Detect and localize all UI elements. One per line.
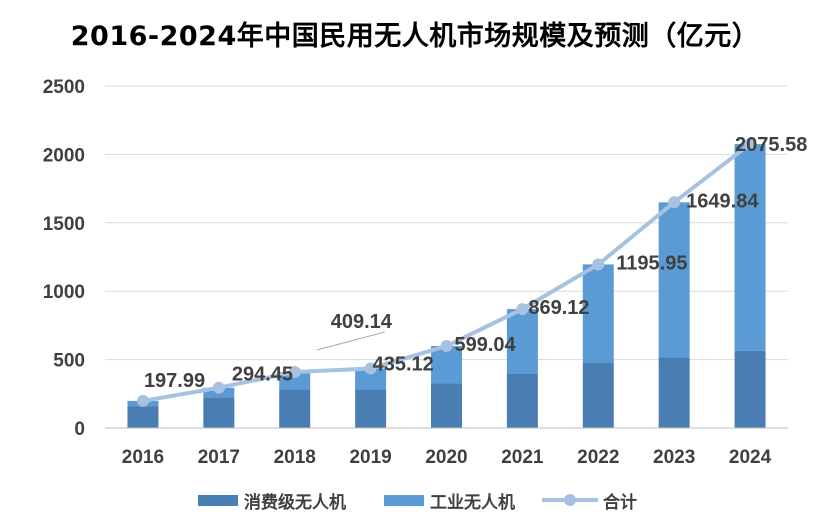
bar-consumer: [203, 397, 235, 428]
data-label: 409.14: [331, 311, 393, 333]
total-point: [288, 366, 301, 379]
data-label: 599.04: [455, 334, 517, 356]
x-tick-label: 2016: [122, 447, 164, 468]
bar-consumer: [734, 350, 766, 428]
bar-consumer: [658, 357, 690, 428]
bar-consumer: [506, 373, 538, 428]
x-tick-label: 2020: [425, 447, 467, 468]
data-label: 1649.84: [686, 190, 759, 212]
data-label: 1195.95: [616, 252, 687, 274]
total-point: [364, 362, 377, 375]
data-label: 197.99: [144, 370, 205, 392]
bar-industrial: [582, 264, 614, 364]
x-tick-label: 2018: [274, 447, 316, 468]
legend: 消费级无人机 工业无人机 合计: [198, 492, 637, 513]
legend-swatch-industrial: [384, 495, 424, 506]
total-point: [212, 381, 225, 394]
label-leader-line: [316, 331, 385, 351]
legend-swatch-consumer: [198, 495, 238, 506]
legend-swatch-total-marker: [564, 494, 576, 506]
bar-industrial: [431, 346, 462, 384]
x-tick-label: 2021: [501, 447, 544, 468]
x-axis-ticks: 2016 2017 2018 2019 2020 2021 2022 2023 2024: [122, 447, 772, 468]
total-point: [136, 394, 149, 407]
y-tick-label: 2500: [43, 77, 85, 98]
y-tick-label: 2000: [43, 145, 85, 166]
y-tick-label: 1000: [43, 282, 85, 303]
bar-industrial: [355, 368, 387, 390]
total-line: [136, 138, 757, 407]
total-point: [440, 340, 453, 353]
total-point: [744, 138, 757, 151]
x-tick-label: 2022: [577, 447, 619, 468]
data-label: 869.12: [528, 297, 589, 319]
x-tick-label: 2023: [653, 447, 695, 468]
bar-consumer: [431, 383, 462, 428]
data-label: 435.12: [373, 353, 434, 375]
data-labels: 197.99 294.45 409.14 435.12 599.04 869.12 1195…: [144, 134, 807, 392]
bar-industrial: [658, 202, 690, 358]
y-tick-label: 1500: [43, 214, 85, 235]
total-point: [516, 303, 529, 316]
y-tick-label: 0: [74, 419, 85, 440]
bar-consumer: [127, 406, 159, 428]
legend-label-consumer: 消费级无人机: [244, 492, 346, 513]
bar-industrial: [734, 144, 766, 351]
x-tick-label: 2017: [198, 447, 240, 468]
data-label: 2075.58: [735, 134, 807, 156]
total-point: [592, 258, 605, 271]
legend-label-total: 合计: [603, 492, 637, 513]
bar-consumer: [279, 389, 311, 428]
bar-industrial: [506, 309, 538, 374]
total-point: [668, 196, 681, 209]
bar-consumer: [355, 389, 387, 428]
y-tick-label: 500: [53, 351, 85, 372]
legend-label-industrial: 工业无人机: [430, 492, 515, 513]
chart-title: 2016-2024年中国民用无人机市场规模及预测（亿元）: [70, 21, 760, 52]
bars: [127, 144, 766, 428]
x-tick-label: 2024: [729, 447, 772, 468]
data-label: 294.45: [232, 364, 293, 386]
y-axis-ticks: 0 500 1000 1500 2000 2500: [43, 77, 85, 440]
bar-industrial: [279, 372, 311, 390]
x-tick-label: 2019: [349, 447, 391, 468]
bar-consumer: [582, 363, 614, 428]
